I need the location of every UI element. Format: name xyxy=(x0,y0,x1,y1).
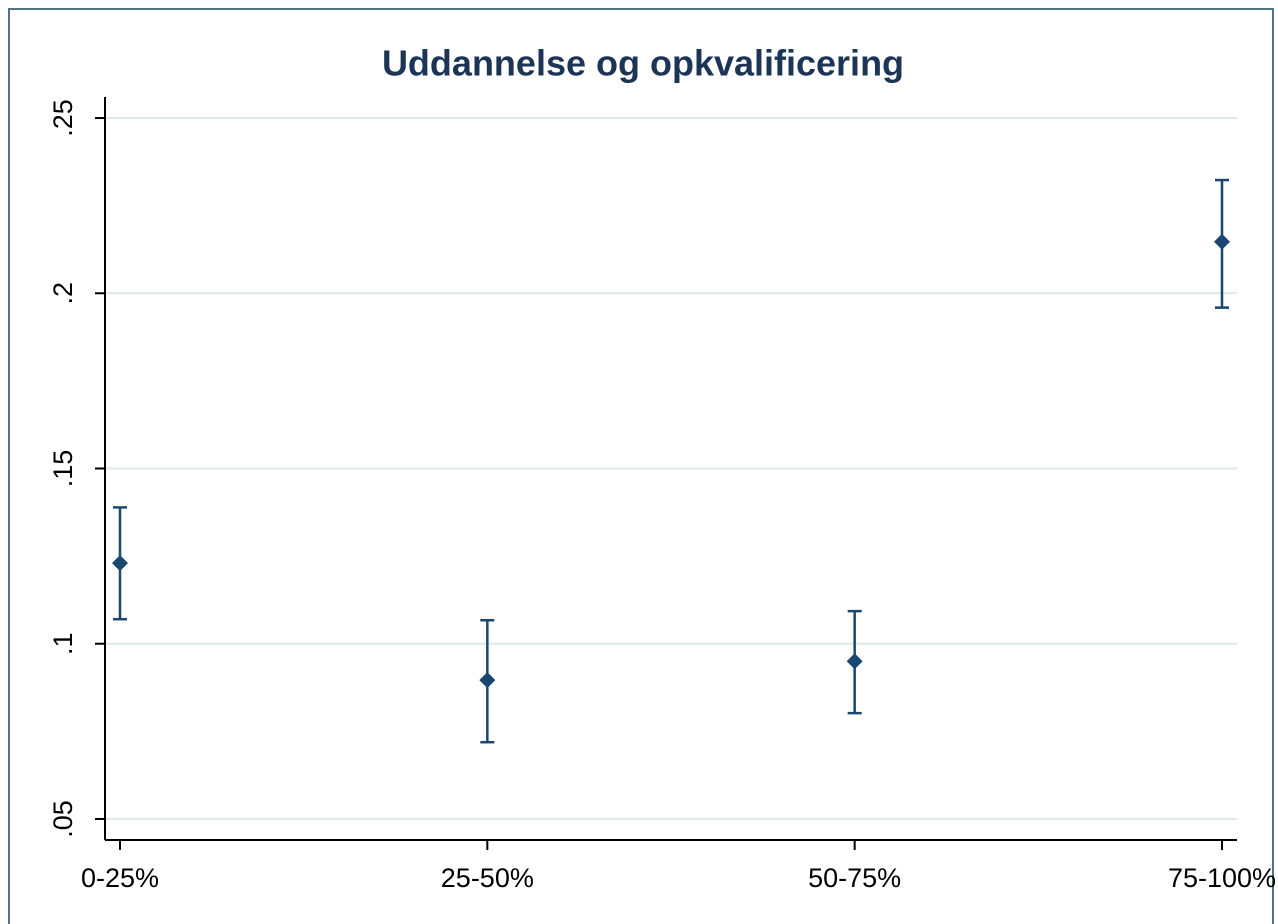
y-tick-label: .2 xyxy=(48,282,78,305)
x-tick-label: 0-25% xyxy=(81,863,159,893)
chart-title: Uddannelse og opkvalificering xyxy=(382,43,904,84)
y-tick-label: .1 xyxy=(48,632,78,655)
frame xyxy=(8,8,1274,924)
x-tick-label: 50-75% xyxy=(808,863,901,893)
point xyxy=(112,555,128,572)
x-tick-label: 75-100% xyxy=(1168,863,1276,893)
y-tick-label: .15 xyxy=(48,450,78,488)
point xyxy=(846,653,863,670)
point xyxy=(479,672,496,689)
x-tick-label: 25-50% xyxy=(441,863,534,893)
y-tick-label: .25 xyxy=(48,99,78,137)
point xyxy=(1214,233,1230,250)
plot-area: .05 .1 .15 .2 .25 0-25% 25-50% 50-75% 75-100% xyxy=(48,97,1276,893)
y-tick-label: .05 xyxy=(48,800,78,838)
